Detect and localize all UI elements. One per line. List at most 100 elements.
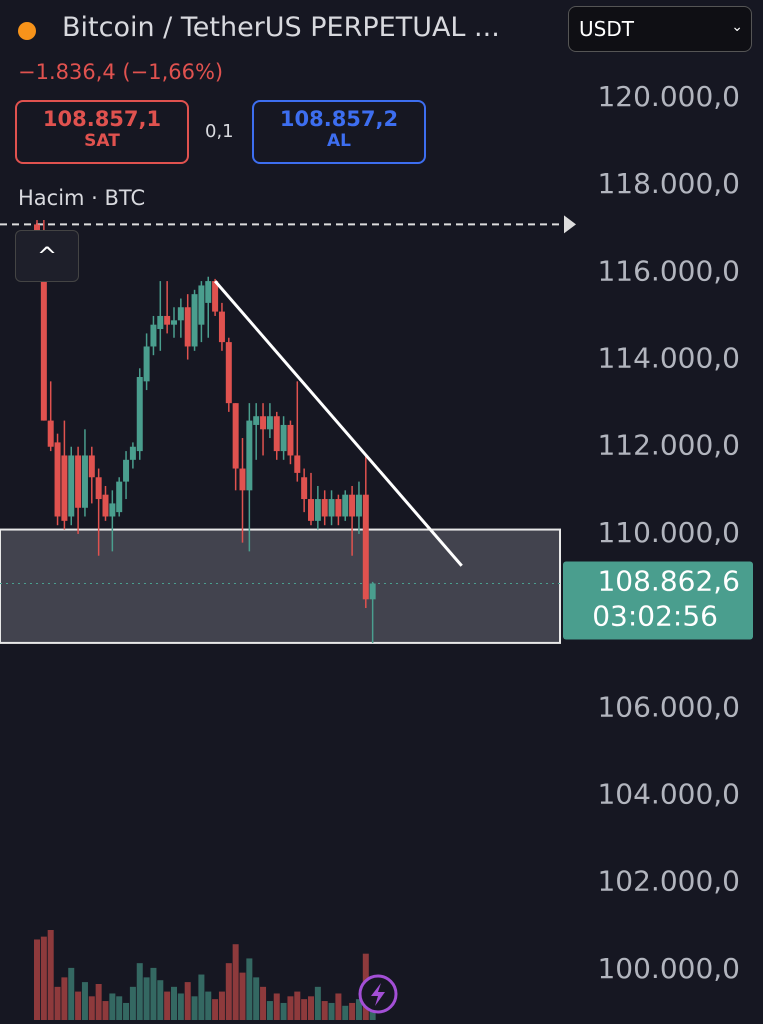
alert-bolt [371,983,385,1006]
y-tick-label: 102.000,0 [597,865,740,898]
candle-body [369,583,376,600]
candle-body [335,499,342,517]
candle-body [47,420,54,447]
candle-body [355,494,362,517]
candle-body [95,477,102,500]
volume-bar [335,993,342,1020]
y-tick-label: 100.000,0 [597,952,740,985]
currency: USDT [579,17,634,41]
candle-body [123,459,130,482]
dropdown-arrow: ⌄ [731,19,743,35]
candle-body [294,455,301,473]
candle-body [40,233,47,421]
y-tick-label: 112.000,0 [597,429,740,462]
candle-body [342,494,349,517]
range-box [0,528,561,644]
candle-body [362,494,369,600]
volume-label: Hacim · BTC [18,186,146,210]
y-tick-label: 114.000,0 [597,342,740,375]
volume-bar [260,986,267,1020]
sell-button[interactable]: 108.857,1 SAT [15,100,189,164]
candle-body [143,346,150,382]
volume-bar [246,958,253,1020]
candle-body [129,446,136,460]
candle-body [239,468,246,491]
candle-body [328,499,335,517]
volume-bar [136,963,143,1020]
volume-bar [34,939,40,1020]
candle-body [54,442,61,517]
price-change: −1.836,4 (−1,66%) [18,60,224,84]
volume-bar [321,1001,328,1020]
volume-bar [123,1002,130,1020]
candle-body [232,403,239,469]
candle-body [246,420,253,491]
volume-bar [102,1001,109,1020]
candle-body [280,424,287,452]
candle-body [68,455,75,517]
candle-body [81,455,88,508]
volume-bar [61,977,68,1020]
volume-bar [116,996,123,1020]
candle-body [109,503,116,517]
volume-bar [355,999,362,1020]
line-arrow [564,215,576,234]
y-tick-label: 106.000,0 [597,690,740,723]
volume-bar [184,982,191,1020]
buy-button[interactable]: 108.857,2 AL [252,100,426,164]
y-tick-label: 120.000,0 [597,80,740,113]
price-tag-value: 108.862,6 [597,565,740,598]
currency-select[interactable]: USDT ⌄ [568,6,752,52]
volume-bar [342,1005,349,1020]
candle-body [308,499,314,521]
volume-bar [177,993,184,1020]
volume-bar [143,977,150,1020]
candle-body [184,307,191,347]
volume-bar [40,936,47,1020]
collapse-button[interactable]: ^ [15,230,79,282]
volume-bar [88,996,95,1020]
candle-body [218,311,225,343]
candle-body [34,224,40,234]
spread: 0,1 [205,121,234,142]
candle-body [198,285,205,325]
candle-body [136,376,143,452]
candle-body [171,320,177,325]
volume-bar [205,991,212,1020]
candle-body [157,315,164,330]
candle-body [349,494,356,517]
volume-bar [301,999,308,1020]
volume-bar [273,993,280,1020]
candle-body [225,342,232,404]
volume-bar [328,1002,335,1020]
candle-body [191,294,198,347]
candle-body [301,477,308,500]
y-tick-label: 118.000,0 [597,167,740,200]
volume-bar [239,972,246,1020]
volume-bar [150,967,157,1020]
candle-body [150,324,157,347]
buy-label: AL [327,131,351,151]
candle-body [212,281,219,312]
candle-body [321,499,328,517]
volume-bar [369,1010,376,1020]
y-tick-label: 110.000,0 [597,516,740,549]
trendline [213,280,463,567]
volume-bar [81,982,88,1020]
volume-bar [266,1001,273,1020]
volume-bar [349,1002,356,1020]
candle-body [116,481,123,513]
candle-body [314,499,321,521]
candle-body [61,455,68,521]
candle-body [164,315,171,325]
candle-body [253,416,260,425]
volume-bar [314,986,321,1020]
volume-bar [75,991,82,1020]
candle-body [260,416,267,430]
volume-bar [157,980,164,1020]
volume-bar [54,986,61,1020]
candle-body [205,281,212,303]
buy-price: 108.857,2 [279,107,399,131]
candle-body [102,494,109,517]
